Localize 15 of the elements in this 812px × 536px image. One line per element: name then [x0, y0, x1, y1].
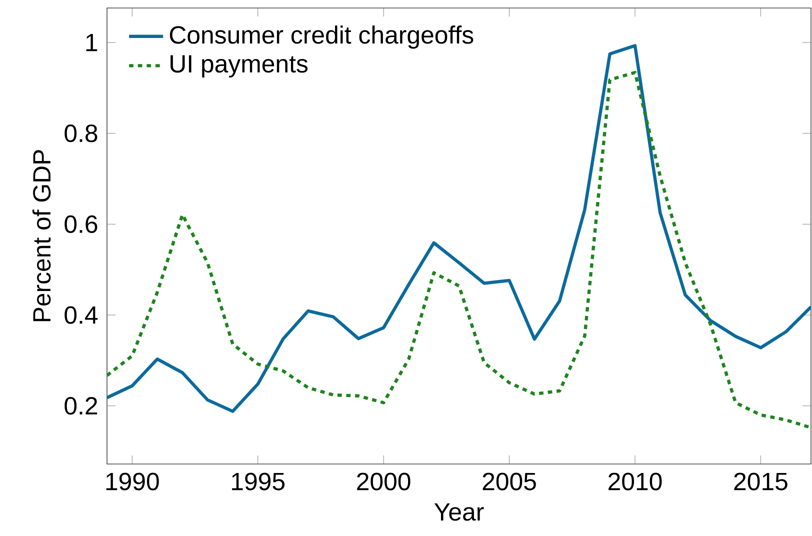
legend-label: UI payments: [170, 55, 308, 78]
y-tick-label: 0.2: [64, 397, 98, 415]
x-tick-label: 1995: [232, 472, 285, 490]
y-tick-label: 0.6: [64, 215, 98, 234]
y-axis-title: Percent of GDP: [32, 150, 51, 322]
legend-label: Consumer credit chargeoffs: [170, 25, 474, 49]
x-tick-label: 2000: [357, 472, 410, 490]
y-tick-label: 0.8: [64, 124, 98, 142]
x-tick-label: 1990: [106, 472, 159, 490]
x-axis-title: Year: [434, 503, 484, 521]
y-tick-label: 0.4: [64, 306, 98, 324]
x-tick-label: 2015: [734, 472, 788, 490]
x-tick-label: 2010: [608, 472, 662, 490]
y-tick-label: 1: [86, 34, 98, 52]
x-tick-label: 2005: [482, 472, 536, 490]
